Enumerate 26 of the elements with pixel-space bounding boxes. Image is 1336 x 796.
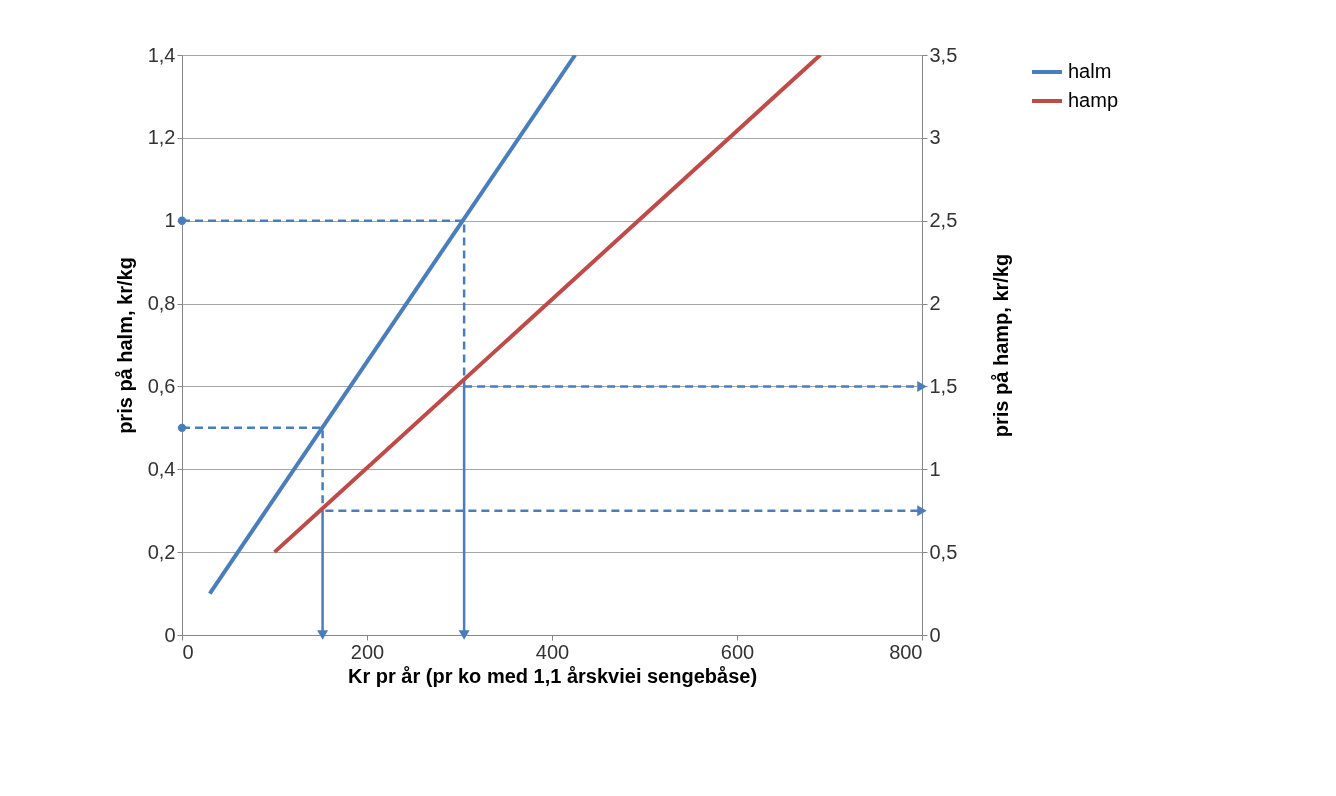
y-tick-label: 0	[164, 623, 176, 646]
y2-tick-label: 1	[929, 457, 941, 480]
y2-tick-label: 3	[929, 126, 941, 149]
legend-label: halm	[1068, 60, 1112, 82]
y2-axis-title: pris på hamp, kr/kg	[990, 253, 1013, 438]
y-tick-label: 0,6	[147, 374, 176, 397]
y-tick-label: 0,8	[147, 292, 176, 315]
y-tick-label: 0,2	[147, 540, 176, 563]
y2-tick-label: 0,5	[929, 540, 958, 563]
y-tick-label: 1	[164, 209, 176, 232]
y2-tick-label: 0	[929, 623, 941, 646]
legend-label: hamp	[1068, 89, 1119, 111]
y2-tick-label: 3,5	[929, 43, 958, 66]
x-tick-label: 800	[889, 640, 923, 663]
y-tick-label: 1,4	[147, 43, 176, 66]
y-tick-label: 0,4	[147, 457, 176, 480]
y2-tick-label: 2	[929, 292, 941, 315]
x-tick-label: 600	[720, 640, 755, 663]
y2-tick-label: 2,5	[929, 209, 958, 232]
x-tick-label: 400	[535, 640, 570, 663]
y2-tick-label: 1,5	[929, 374, 958, 397]
y-tick-label: 1,2	[147, 126, 176, 149]
x-axis-title: Kr pr år (pr ko med 1,1 årskviei sengebåse)	[347, 664, 758, 687]
y-axis-title: pris på halm, kr/kg	[113, 257, 136, 434]
x-tick-label: 0	[182, 640, 194, 663]
x-tick-label: 200	[350, 640, 385, 663]
